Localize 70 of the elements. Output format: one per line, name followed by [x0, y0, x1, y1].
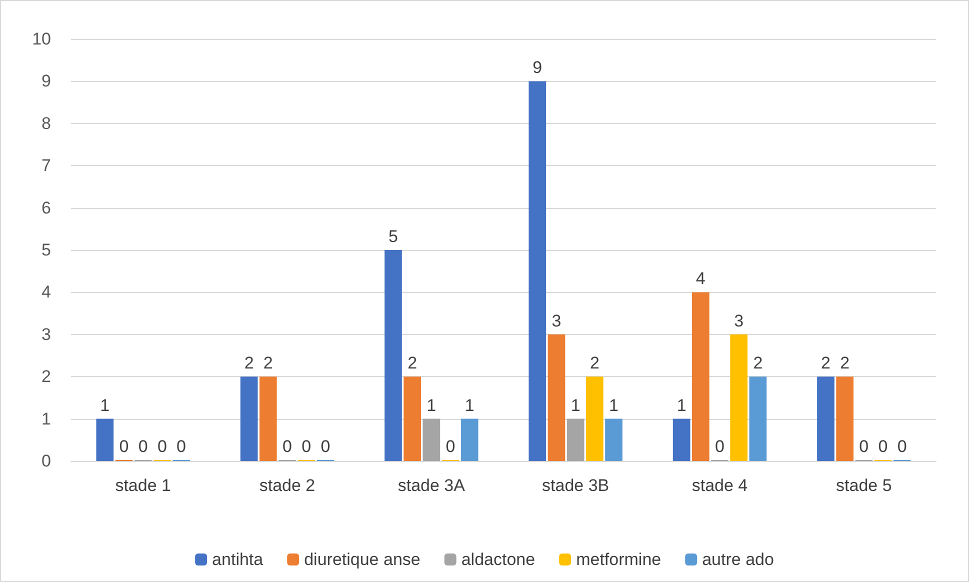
data-label: 2 [263, 354, 273, 373]
bar [692, 292, 710, 461]
bar [548, 334, 566, 461]
data-label: 1 [100, 396, 110, 415]
data-label: 0 [138, 437, 148, 456]
data-label: 0 [119, 437, 129, 456]
x-tick-label: stade 5 [836, 476, 892, 495]
y-tick-label: 5 [42, 240, 51, 260]
data-label: 2 [753, 354, 763, 373]
data-label: 1 [570, 396, 580, 415]
data-label: 0 [157, 437, 167, 456]
data-label: 0 [302, 437, 312, 456]
bar [460, 418, 478, 461]
data-label: 0 [897, 437, 907, 456]
x-tick-label: stade 2 [259, 476, 316, 495]
y-tick-label: 10 [32, 30, 51, 48]
y-tick-label: 7 [42, 156, 51, 176]
legend-label: autre ado [702, 550, 774, 569]
data-label: 0 [176, 437, 186, 456]
bar [96, 418, 114, 461]
bar [240, 376, 258, 461]
data-label: 5 [388, 227, 398, 246]
data-label: 1 [676, 396, 686, 415]
data-label: 3 [734, 311, 744, 330]
bar [422, 418, 440, 461]
data-label: 0 [320, 437, 330, 456]
data-label: 1 [426, 396, 436, 415]
legend-label: antihta [212, 550, 264, 569]
y-tick-label: 0 [42, 452, 51, 470]
y-tick-label: 8 [42, 114, 51, 133]
bar [528, 81, 546, 461]
data-label: 3 [552, 311, 562, 330]
y-tick-label: 4 [42, 282, 51, 302]
data-label: 0 [446, 437, 456, 456]
y-tick-label: 9 [42, 72, 51, 91]
data-label: 9 [532, 58, 542, 78]
data-label: 2 [408, 354, 418, 373]
x-tick-label: stade 3B [542, 476, 610, 495]
data-label: 2 [590, 354, 600, 373]
data-label: 0 [715, 437, 724, 456]
y-tick-label: 2 [42, 367, 51, 386]
legend-label: aldactone [461, 550, 536, 569]
data-label: 0 [282, 437, 292, 456]
data-label: 1 [464, 396, 474, 415]
y-tick-label: 3 [42, 324, 51, 344]
data-label: 2 [244, 354, 254, 373]
legend-label: metformine [576, 550, 662, 569]
bar [605, 418, 622, 461]
bar [384, 250, 402, 461]
data-label: 0 [859, 437, 869, 456]
bar [836, 376, 854, 461]
bar [672, 418, 690, 461]
bar [586, 376, 604, 461]
data-label: 4 [696, 269, 706, 288]
x-tick-label: stade 1 [115, 476, 171, 495]
x-tick-label: stade 4 [692, 476, 748, 495]
bar [817, 376, 834, 461]
legend-label: diuretique anse [304, 550, 420, 569]
data-label: 0 [878, 437, 888, 456]
x-tick-label: stade 3A [398, 476, 466, 495]
bar [749, 376, 767, 461]
bar [730, 334, 748, 461]
data-label: 2 [821, 354, 830, 373]
data-label: 1 [609, 396, 618, 415]
bar [404, 376, 422, 461]
bar [566, 418, 584, 461]
y-tick-label: 6 [42, 198, 51, 218]
y-tick-label: 1 [42, 409, 51, 428]
data-label: 2 [840, 354, 850, 373]
bar [259, 376, 277, 461]
